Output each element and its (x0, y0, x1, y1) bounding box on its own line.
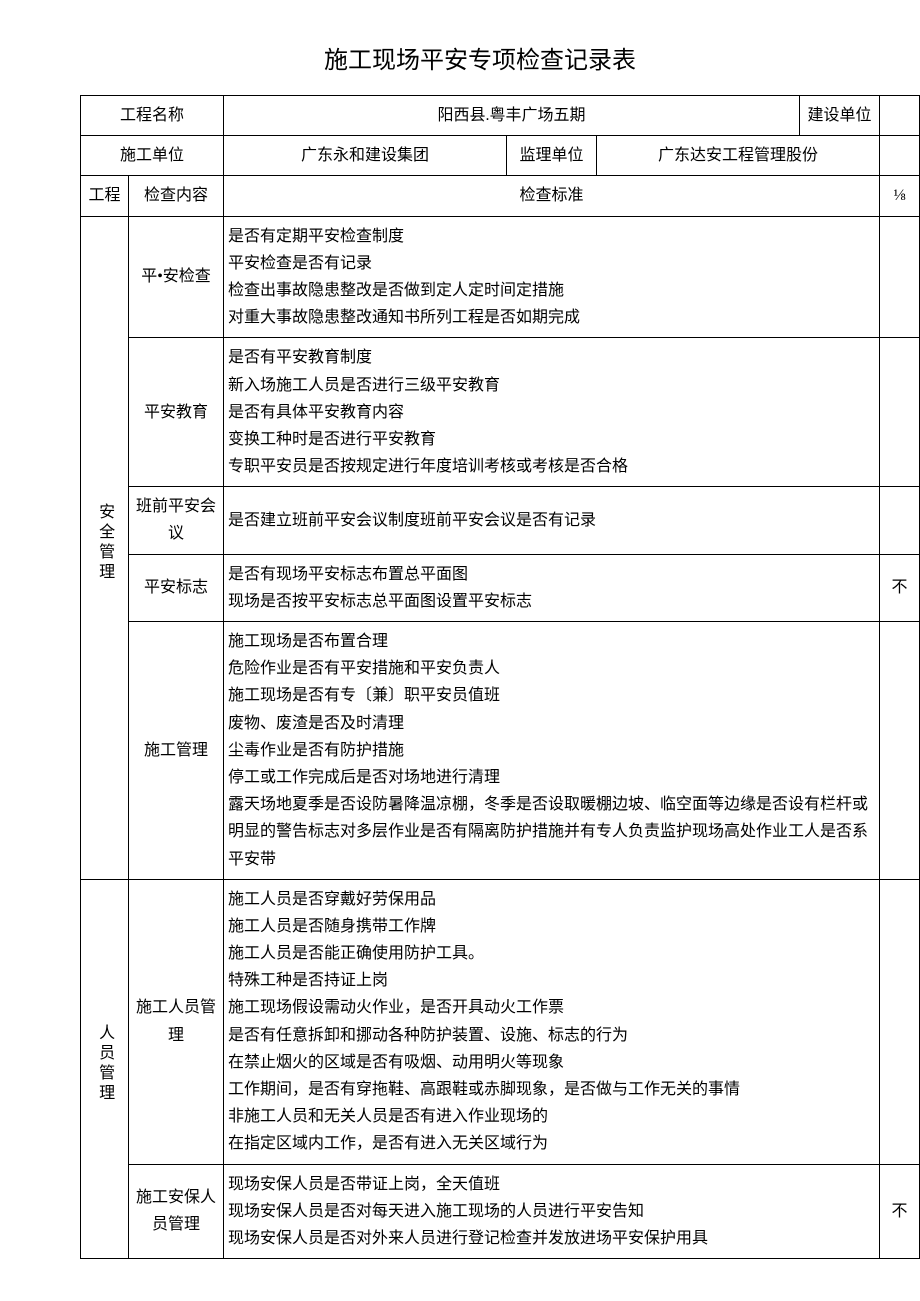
sub-cell: 平安教育 (129, 338, 224, 487)
supervision-unit: 广东达安工程管理股份 (597, 136, 880, 176)
table-row: 平安标志 是否有现场平安标志布置总平面图 现场是否按平安标志总平面图设置平安标志… (81, 554, 920, 621)
category-cell: 人员管理 (81, 879, 129, 1258)
sub-cell: 平•安检查 (129, 216, 224, 338)
col-result: ⅛ (880, 176, 920, 216)
table-row: 平安教育 是否有平安教育制度 新入场施工人员是否进行三级平安教育 是否有具体平安… (81, 338, 920, 487)
col-check-content: 检查内容 (129, 176, 224, 216)
category-cell: 安全管理 (81, 216, 129, 879)
sub-cell: 班前平安会议 (129, 487, 224, 554)
col-check-standard: 检查标准 (224, 176, 880, 216)
project-name-label: 工程名称 (81, 96, 224, 136)
result-cell: 不 (880, 554, 920, 621)
sub-cell: 平安标志 (129, 554, 224, 621)
supervision-unit-label: 监理单位 (507, 136, 597, 176)
std-cell: 是否有现场平安标志布置总平面图 现场是否按平安标志总平面图设置平安标志 (224, 554, 880, 621)
result-cell (880, 216, 920, 338)
header-blank (880, 136, 920, 176)
table-row: 班前平安会议 是否建立班前平安会议制度班前平安会议是否有记录 (81, 487, 920, 554)
construction-unit-label: 施工单位 (81, 136, 224, 176)
column-header-row: 工程 检查内容 检查标准 ⅛ (81, 176, 920, 216)
sub-cell: 施工管理 (129, 622, 224, 880)
std-cell: 是否建立班前平安会议制度班前平安会议是否有记录 (224, 487, 880, 554)
table-row: 施工管理 施工现场是否布置合理 危险作业是否有平安措施和平安负责人 施工现场是否… (81, 622, 920, 880)
table-row: 安全管理 平•安检查 是否有定期平安检查制度 平安检查是否有记录 检查出事故隐患… (81, 216, 920, 338)
std-cell: 是否有定期平安检查制度 平安检查是否有记录 检查出事故隐患整改是否做到定人定时间… (224, 216, 880, 338)
header-row-2: 施工单位 广东永和建设集团 监理单位 广东达安工程管理股份 (81, 136, 920, 176)
inspection-table: 工程名称 阳西县.粤丰广场五期 建设单位 施工单位 广东永和建设集团 监理单位 … (80, 95, 920, 1259)
result-cell (880, 338, 920, 487)
result-cell (880, 879, 920, 1164)
result-cell: 不 (880, 1164, 920, 1259)
col-project: 工程 (81, 176, 129, 216)
result-cell (880, 622, 920, 880)
sub-cell: 施工安保人员管理 (129, 1164, 224, 1259)
project-name: 阳西县.粤丰广场五期 (224, 96, 800, 136)
build-unit-value (880, 96, 920, 136)
page-title: 施工现场平安专项检查记录表 (40, 40, 920, 75)
std-cell: 现场安保人员是否带证上岗，全天值班 现场安保人员是否对每天进入施工现场的人员进行… (224, 1164, 880, 1259)
result-cell (880, 487, 920, 554)
std-cell: 施工人员是否穿戴好劳保用品 施工人员是否随身携带工作牌 施工人员是否能正确使用防… (224, 879, 880, 1164)
sub-cell: 施工人员管理 (129, 879, 224, 1164)
table-row: 人员管理 施工人员管理 施工人员是否穿戴好劳保用品 施工人员是否随身携带工作牌 … (81, 879, 920, 1164)
std-cell: 是否有平安教育制度 新入场施工人员是否进行三级平安教育 是否有具体平安教育内容 … (224, 338, 880, 487)
construction-unit: 广东永和建设集团 (224, 136, 507, 176)
table-row: 施工安保人员管理 现场安保人员是否带证上岗，全天值班 现场安保人员是否对每天进入… (81, 1164, 920, 1259)
std-cell: 施工现场是否布置合理 危险作业是否有平安措施和平安负责人 施工现场是否有专〔兼〕… (224, 622, 880, 880)
build-unit-label: 建设单位 (800, 96, 880, 136)
header-row-1: 工程名称 阳西县.粤丰广场五期 建设单位 (81, 96, 920, 136)
